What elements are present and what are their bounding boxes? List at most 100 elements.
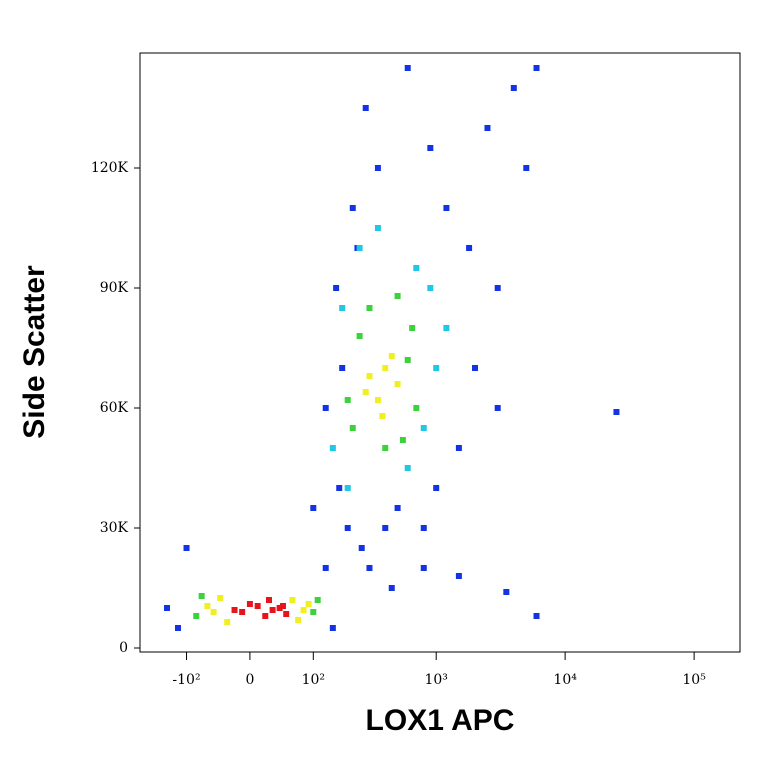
y-tick-label: 120K xyxy=(91,160,129,176)
point xyxy=(279,603,286,609)
point xyxy=(382,525,389,531)
point xyxy=(409,325,416,331)
point xyxy=(484,125,491,131)
point xyxy=(420,525,427,531)
point xyxy=(339,365,346,371)
point xyxy=(471,365,478,371)
point xyxy=(358,545,365,551)
point xyxy=(455,573,462,579)
point xyxy=(420,565,427,571)
point xyxy=(427,145,434,151)
point xyxy=(356,245,363,251)
point xyxy=(204,603,211,609)
point xyxy=(443,325,450,331)
point xyxy=(174,625,181,631)
point xyxy=(246,601,253,607)
point xyxy=(231,607,238,613)
point xyxy=(344,485,351,491)
point xyxy=(433,485,440,491)
x-tick-label: 10³ xyxy=(424,672,447,688)
point xyxy=(374,225,381,231)
plot-frame xyxy=(139,52,741,653)
point xyxy=(183,545,190,551)
point xyxy=(427,285,434,291)
point xyxy=(349,425,356,431)
point xyxy=(494,405,501,411)
point xyxy=(305,601,312,607)
point xyxy=(466,245,473,251)
point xyxy=(276,605,283,611)
point xyxy=(210,609,217,615)
point xyxy=(533,613,540,619)
point xyxy=(322,405,329,411)
point xyxy=(404,465,411,471)
point xyxy=(374,397,381,403)
point xyxy=(333,285,340,291)
point xyxy=(163,605,170,611)
point xyxy=(533,65,540,71)
point xyxy=(295,617,302,623)
point xyxy=(269,607,276,613)
point xyxy=(322,565,329,571)
point xyxy=(394,381,401,387)
point xyxy=(413,405,420,411)
point xyxy=(310,505,317,511)
point xyxy=(404,65,411,71)
point xyxy=(289,597,296,603)
x-tick-label: 10⁵ xyxy=(682,672,706,688)
x-tick-label: 10² xyxy=(302,672,325,688)
point xyxy=(314,597,321,603)
point xyxy=(366,565,373,571)
point xyxy=(283,611,290,617)
point xyxy=(262,613,269,619)
x-tick-label: 10⁴ xyxy=(553,672,577,688)
point xyxy=(329,445,336,451)
point xyxy=(344,525,351,531)
point xyxy=(239,609,246,615)
point xyxy=(329,625,336,631)
point xyxy=(224,619,231,625)
y-tick-label: 0 xyxy=(119,640,128,656)
y-tick-label: 90K xyxy=(100,280,129,296)
point xyxy=(374,165,381,171)
point xyxy=(336,485,343,491)
y-axis-title: Side Scatter xyxy=(18,265,51,439)
point xyxy=(362,389,369,395)
point xyxy=(356,333,363,339)
point xyxy=(388,353,395,359)
point xyxy=(443,205,450,211)
point xyxy=(613,409,620,415)
point xyxy=(420,425,427,431)
point xyxy=(193,613,200,619)
point xyxy=(366,305,373,311)
point xyxy=(510,85,517,91)
x-axis-title: LOX1 APC xyxy=(366,704,515,737)
point xyxy=(382,365,389,371)
point xyxy=(394,293,401,299)
y-tick-label: 30K xyxy=(100,520,129,536)
point xyxy=(339,305,346,311)
point xyxy=(379,413,386,419)
point xyxy=(394,505,401,511)
point xyxy=(455,445,462,451)
point xyxy=(254,603,261,609)
point xyxy=(310,609,317,615)
point xyxy=(399,437,406,443)
point xyxy=(382,445,389,451)
point xyxy=(265,597,272,603)
x-tick-label: -10² xyxy=(172,672,200,688)
point xyxy=(300,607,307,613)
point xyxy=(503,589,510,595)
point xyxy=(349,205,356,211)
point xyxy=(217,595,224,601)
point xyxy=(362,105,369,111)
point xyxy=(413,265,420,271)
point xyxy=(404,357,411,363)
x-tick-label: 0 xyxy=(245,672,254,688)
point xyxy=(523,165,530,171)
point xyxy=(366,373,373,379)
point xyxy=(388,585,395,591)
point xyxy=(494,285,501,291)
point xyxy=(344,397,351,403)
